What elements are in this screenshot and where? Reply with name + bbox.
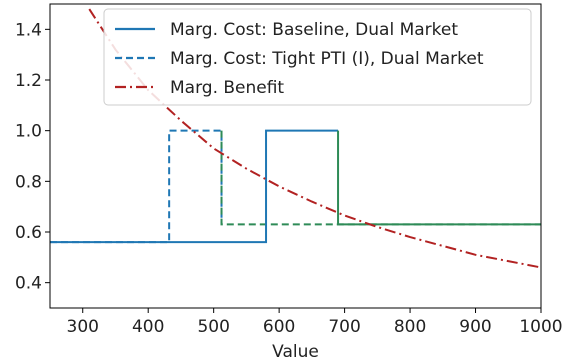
series-baseline-tail-line	[337, 130, 541, 226]
x-tick-label: 500	[197, 317, 229, 337]
x-tick-label: 1000	[519, 317, 562, 337]
x-tick-label: 800	[394, 317, 426, 337]
x-tick-label: 900	[459, 317, 491, 337]
legend-box	[103, 8, 532, 106]
legend: Marg. Cost: Baseline, Dual Market Marg. C…	[103, 8, 532, 106]
x-axis-title: Value	[272, 342, 319, 362]
series-tight-pti-tail-line	[220, 130, 541, 226]
x-tick-label: 600	[263, 317, 295, 337]
x-tick-label: 700	[328, 317, 360, 337]
legend-label-0: Marg. Cost: Baseline, Dual Market	[170, 20, 458, 40]
axes: 300 400 500 600 700 800 900 1000 0.4 0.6 0.8 1.0 1.2…	[15, 3, 563, 337]
y-tick-label: 0.4	[15, 274, 42, 294]
y-tick-label: 1.4	[15, 20, 42, 40]
y-tick-label: 1.0	[15, 122, 42, 142]
legend-label-2: Marg. Benefit	[170, 78, 284, 98]
y-tick-label: 0.8	[15, 172, 42, 192]
series-baseline-line	[50, 129, 339, 244]
x-tick-label: 300	[67, 317, 99, 337]
plot-frame	[49, 3, 542, 309]
legend-label-1: Marg. Cost: Tight PTI (I), Dual Market	[170, 49, 484, 69]
y-tick-label: 0.6	[15, 223, 42, 243]
x-tick-label: 400	[132, 317, 164, 337]
y-tick-label: 1.2	[15, 71, 42, 91]
series-tight-pti-line	[50, 129, 223, 244]
